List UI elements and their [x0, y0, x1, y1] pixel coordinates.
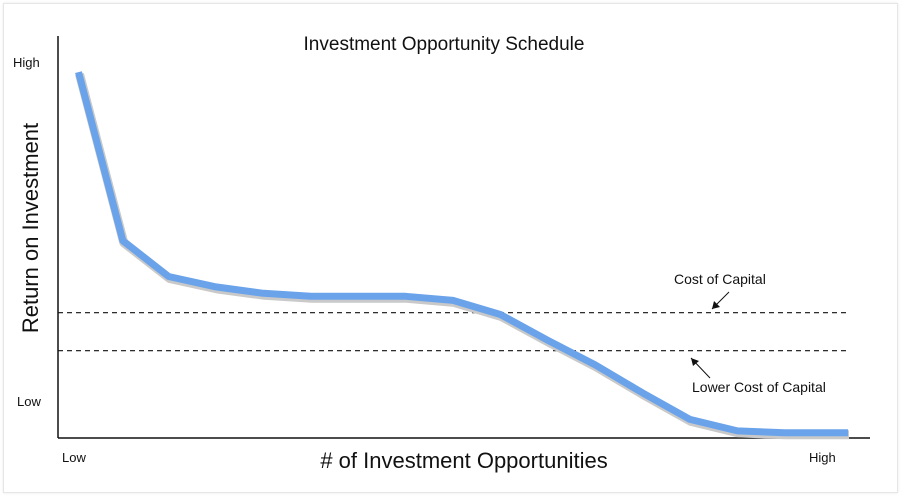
- series-line-0: [75, 71, 848, 437]
- x-axis-label: # of Investment Opportunities: [320, 448, 607, 473]
- y-tick-low: Low: [17, 394, 41, 409]
- x-tick-low: Low: [62, 450, 86, 465]
- chart-title: Investment Opportunity Schedule: [304, 34, 585, 55]
- y-tick-high: High: [13, 55, 40, 70]
- chart-frame: [3, 3, 898, 493]
- x-tick-high: High: [809, 450, 836, 465]
- lower-cost-of-capital-label: Lower Cost of Capital: [692, 379, 826, 395]
- cost-of-capital-arrowhead: [712, 301, 720, 309]
- series-layer: [75, 71, 849, 440]
- lower-cost-of-capital-arrowhead: [691, 358, 699, 366]
- y-axis-label: Return on Investment: [18, 123, 43, 333]
- reference-lines: [58, 312, 850, 352]
- cost-of-capital-label: Cost of Capital: [674, 271, 766, 287]
